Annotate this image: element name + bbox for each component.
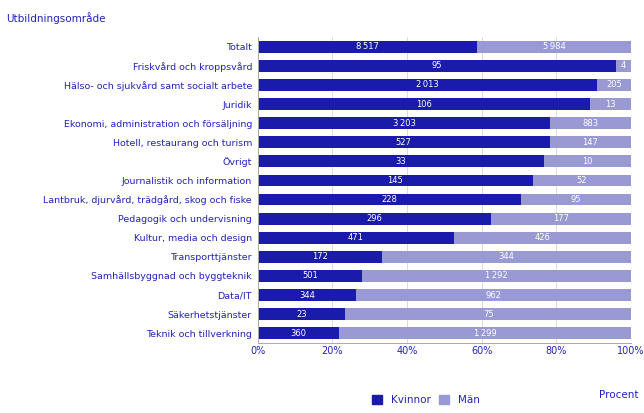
- Legend: Kvinnor, Män: Kvinnor, Män: [372, 394, 480, 405]
- Text: Procent: Procent: [599, 390, 639, 400]
- Bar: [356, 289, 631, 301]
- Bar: [382, 251, 631, 263]
- Text: 962: 962: [486, 290, 502, 299]
- Text: 52: 52: [576, 176, 587, 185]
- Text: 426: 426: [535, 233, 551, 242]
- Bar: [345, 308, 631, 320]
- Bar: [521, 194, 631, 205]
- Bar: [258, 213, 491, 225]
- Bar: [258, 194, 521, 205]
- Text: 883: 883: [583, 119, 599, 128]
- Text: 344: 344: [299, 290, 315, 299]
- Bar: [258, 136, 550, 148]
- Bar: [258, 308, 345, 320]
- Text: 33: 33: [395, 157, 406, 166]
- Text: 95: 95: [431, 61, 442, 70]
- Text: 23: 23: [296, 310, 307, 319]
- Text: 3 203: 3 203: [393, 119, 415, 128]
- Bar: [258, 328, 339, 339]
- Bar: [258, 289, 356, 301]
- Text: 4: 4: [621, 61, 626, 70]
- Text: 1 292: 1 292: [485, 271, 508, 280]
- Text: 228: 228: [381, 195, 397, 204]
- Bar: [258, 41, 477, 52]
- Bar: [258, 79, 596, 91]
- Bar: [596, 79, 631, 91]
- Bar: [551, 117, 631, 129]
- Bar: [477, 41, 631, 52]
- Bar: [533, 175, 631, 186]
- Bar: [258, 117, 551, 129]
- Bar: [258, 155, 544, 167]
- Text: 1 299: 1 299: [473, 329, 496, 338]
- Text: 5 984: 5 984: [543, 42, 565, 51]
- Bar: [258, 251, 382, 263]
- Text: 145: 145: [387, 176, 403, 185]
- Text: 2 013: 2 013: [416, 81, 439, 90]
- Bar: [258, 270, 362, 282]
- Text: 527: 527: [395, 138, 412, 147]
- Text: 8 517: 8 517: [356, 42, 379, 51]
- Text: 106: 106: [416, 100, 432, 109]
- Text: 344: 344: [498, 252, 515, 261]
- Bar: [258, 232, 454, 244]
- Bar: [258, 175, 533, 186]
- Bar: [454, 232, 631, 244]
- Text: 177: 177: [553, 214, 569, 223]
- Text: Utbildningsområde: Utbildningsområde: [6, 12, 106, 24]
- Bar: [591, 98, 631, 110]
- Text: 13: 13: [605, 100, 616, 109]
- Text: 471: 471: [348, 233, 364, 242]
- Bar: [550, 136, 631, 148]
- Bar: [339, 328, 631, 339]
- Text: 296: 296: [366, 214, 383, 223]
- Text: 95: 95: [571, 195, 582, 204]
- Bar: [258, 60, 616, 72]
- Text: 205: 205: [606, 81, 621, 90]
- Text: 10: 10: [582, 157, 593, 166]
- Text: 75: 75: [483, 310, 493, 319]
- Text: 501: 501: [302, 271, 317, 280]
- Bar: [544, 155, 631, 167]
- Text: 172: 172: [312, 252, 328, 261]
- Bar: [491, 213, 631, 225]
- Text: 360: 360: [290, 329, 306, 338]
- Text: 147: 147: [582, 138, 598, 147]
- Bar: [616, 60, 631, 72]
- Bar: [258, 98, 591, 110]
- Bar: [362, 270, 631, 282]
